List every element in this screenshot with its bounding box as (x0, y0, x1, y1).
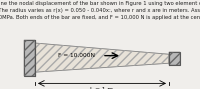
Text: F = 10,000N: F = 10,000N (58, 53, 95, 58)
Polygon shape (35, 43, 169, 72)
Bar (24, 40, 35, 76)
Bar (169, 52, 180, 65)
Text: Determine the nodal displacement of the bar shown in Figure 1 using two element : Determine the nodal displacement of the … (0, 1, 200, 20)
Text: L = 1 m: L = 1 m (90, 87, 114, 89)
Bar (24, 40, 35, 76)
Bar (169, 52, 180, 65)
